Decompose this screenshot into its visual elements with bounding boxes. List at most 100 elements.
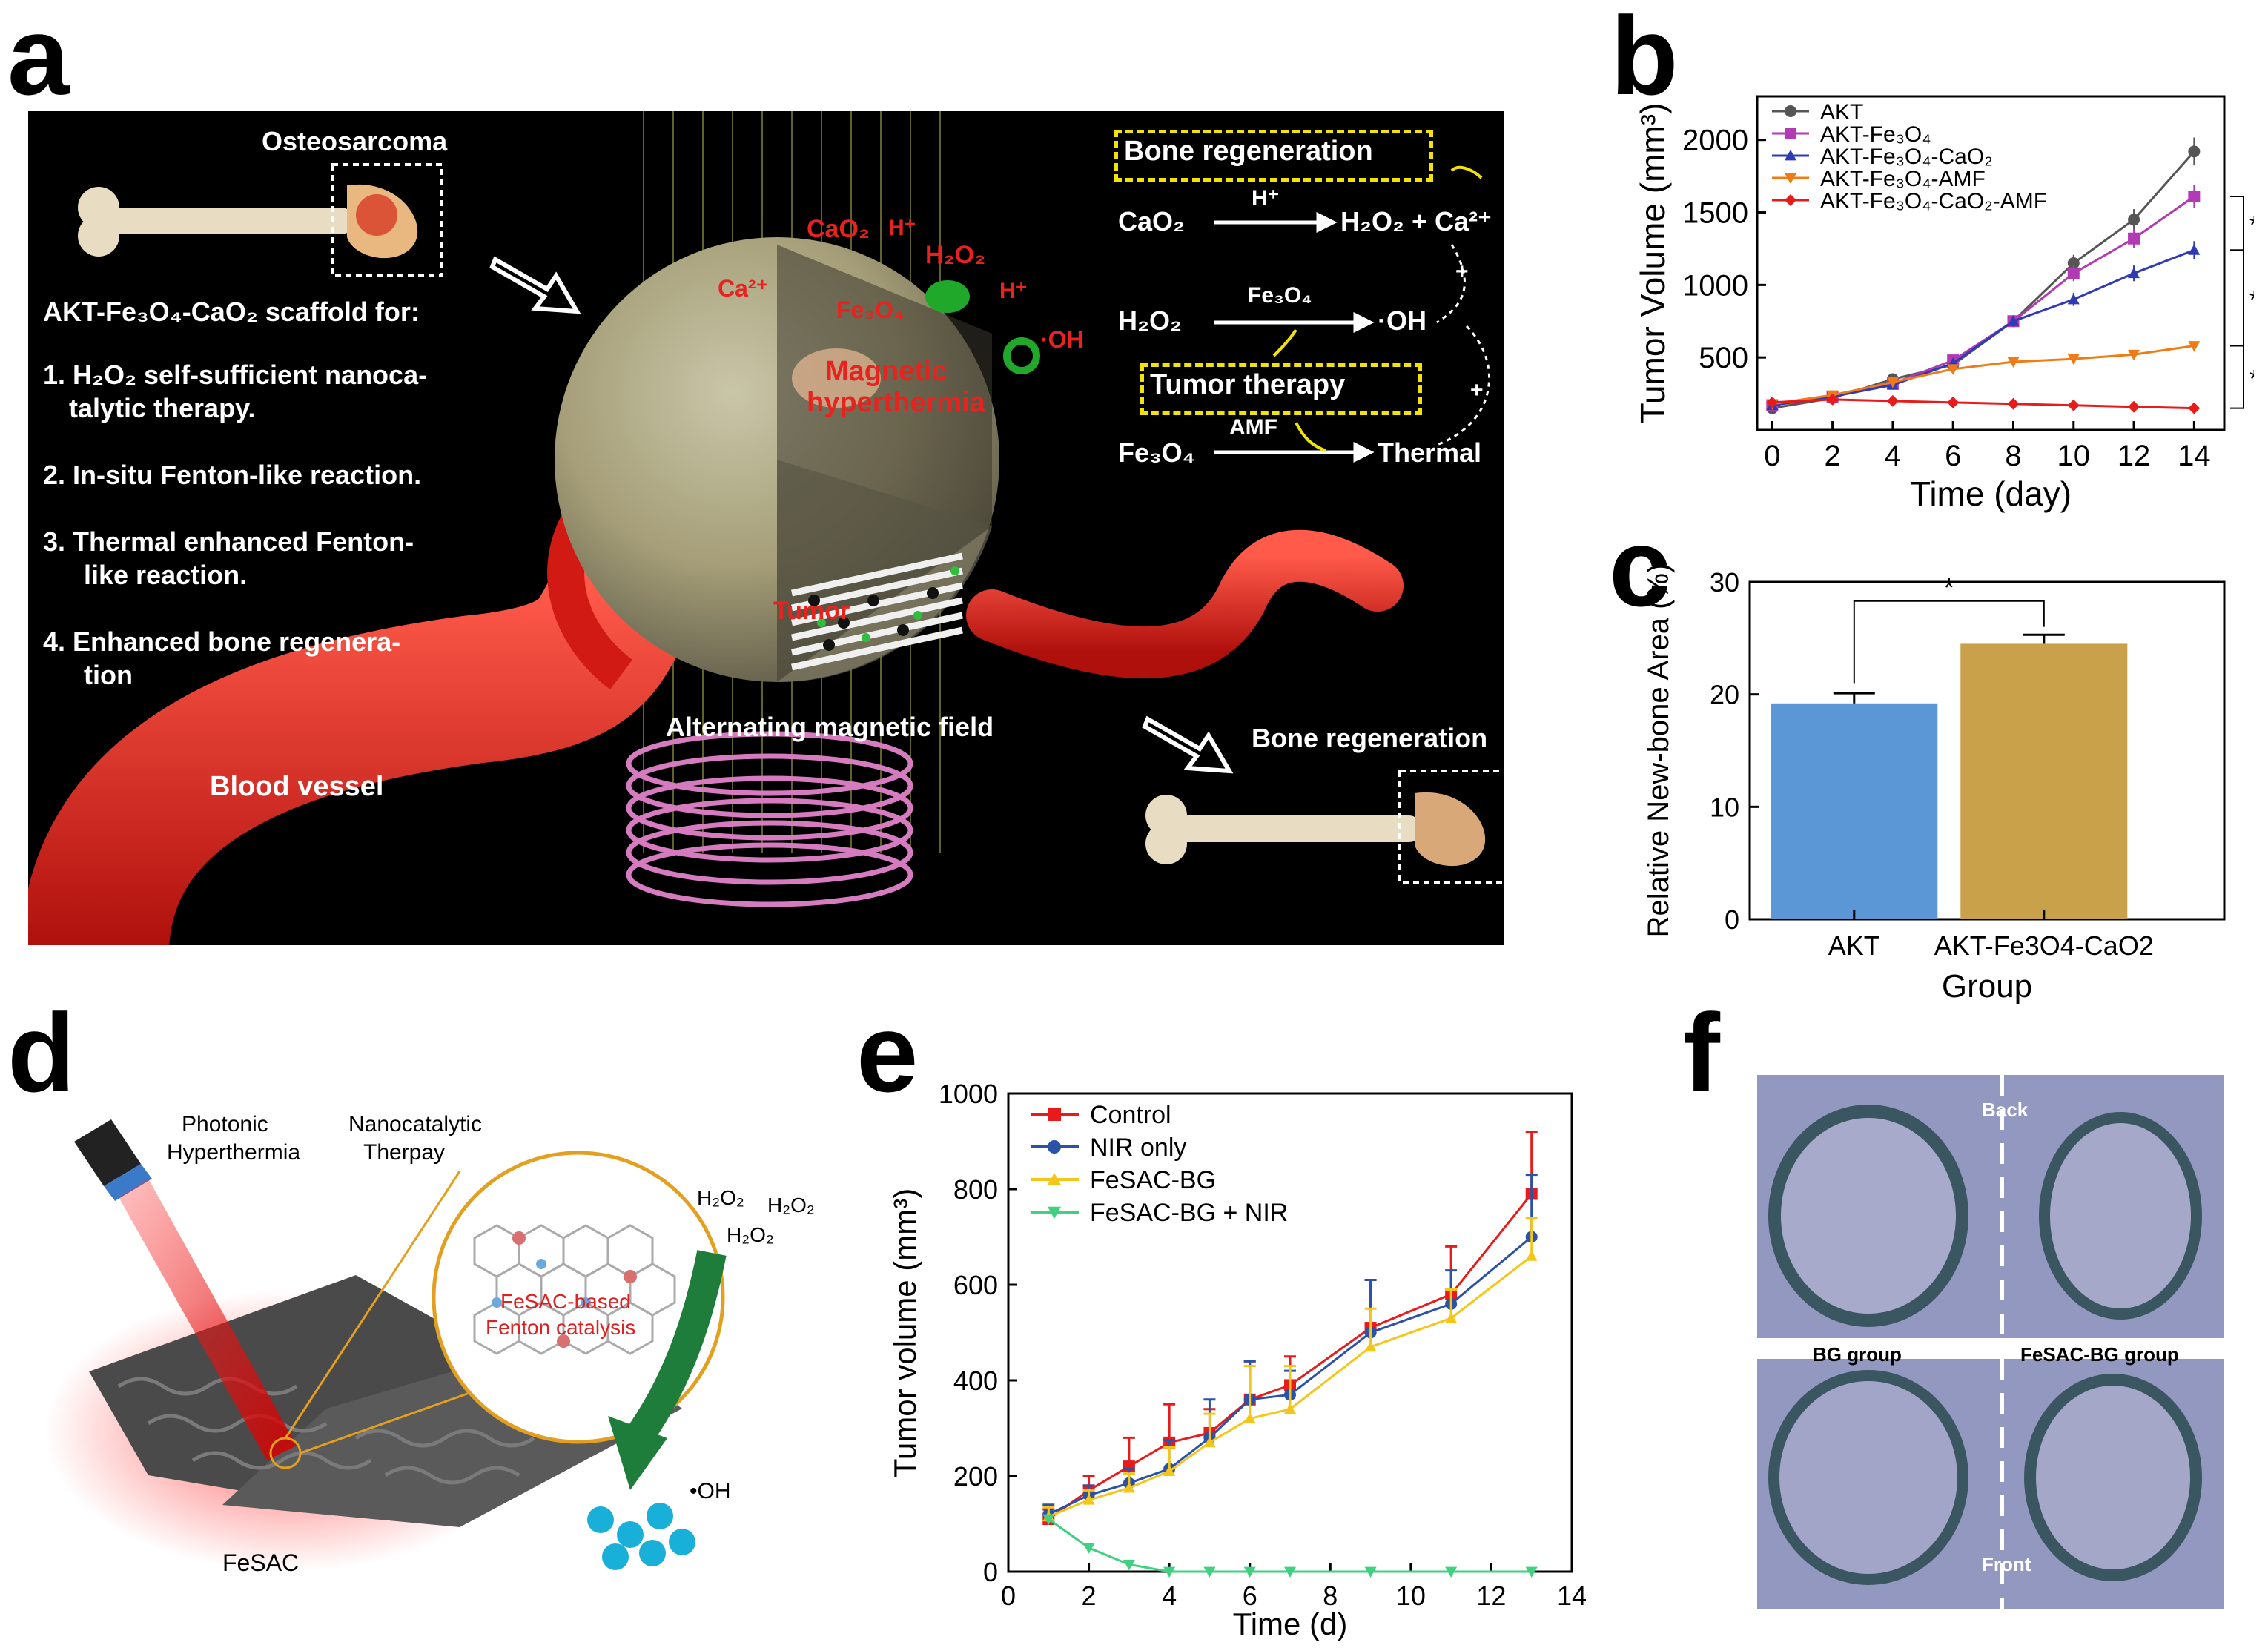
chart-b-point — [2128, 214, 2140, 226]
panel-d-artwork — [44, 1119, 727, 1572]
h2o2-label-2: H₂O₂ — [767, 1194, 815, 1217]
nanocatalytic-label: Nanocatalytic — [348, 1112, 483, 1136]
chart-b-legend-label: AKT-Fe₃O₄-CaO₂ — [1820, 145, 1993, 169]
reaction-arrows — [1214, 211, 1375, 463]
item-2: 2. In-situ Fenton-like reaction. — [43, 460, 422, 490]
chart-b-frame — [1756, 95, 2226, 431]
chart-e-point — [1203, 1566, 1216, 1578]
chart-e-xtick-label: 6 — [1243, 1581, 1257, 1611]
h2o2-label-3: H₂O₂ — [727, 1223, 774, 1246]
chart-c: 0 10 20 30 AKT AKT-Fe3O4-CaO2 * Group Relative… — [1642, 563, 2226, 1005]
chart-b-point — [2128, 349, 2140, 361]
panel-label-d: d — [7, 990, 76, 1115]
chart-e-ytick-label: 400 — [953, 1366, 998, 1396]
chart-e-xtick-label: 2 — [1082, 1581, 1097, 1611]
lattice-magnifier — [432, 1151, 725, 1444]
chart-b-xtick-label: 10 — [2057, 440, 2091, 472]
laser-source — [74, 1119, 141, 1186]
tumor-therapy-box-text: Tumor therapy — [1150, 369, 1346, 400]
chart-b-point — [1947, 396, 1960, 408]
chart-e-ylabel: Tumor volume (mm³) — [887, 1188, 922, 1477]
chart-e-xtick-label: 8 — [1323, 1581, 1338, 1611]
chart-b-sig-bracket — [2230, 249, 2244, 347]
chart-b-legend-marker — [1785, 128, 1796, 139]
chart-b-point — [2188, 145, 2201, 158]
chart-e-legend-label: FeSAC-BG + NIR — [1090, 1199, 1288, 1227]
chart-b-point — [1826, 393, 1839, 406]
chart-e-xtick-label: 10 — [1396, 1581, 1426, 1611]
eq1-over: H⁺ — [1252, 186, 1280, 211]
laser-beam — [119, 1179, 297, 1460]
front-label: Front — [1982, 1553, 2031, 1575]
chart-c-marks: 0 10 20 30 AKT AKT-Fe3O4-CaO2 * — [1710, 567, 2154, 961]
chart-e-point — [1123, 1559, 1135, 1571]
chart-b-xtick-label: 6 — [1945, 440, 1961, 472]
chart-e-marks: 0 200 400 600 800 1000 0 2 4 6 8 10 12 14 Control NIR o… — [939, 1079, 1587, 1611]
oh-droplets — [587, 1503, 695, 1570]
panel-label-a: a — [7, 0, 70, 118]
chart-b-point — [1886, 394, 1899, 407]
chart-b-ytick-label: 500 — [1699, 342, 1748, 374]
chart-e-legend-label: NIR only — [1090, 1134, 1186, 1162]
bg-group-label: BG group — [1813, 1343, 1902, 1366]
panel-label-b: b — [1610, 0, 1679, 118]
chart-b-xtick-label: 8 — [2005, 440, 2021, 472]
chart-e-point — [1082, 1543, 1095, 1554]
chart-e-ytick-label: 0 — [983, 1557, 998, 1587]
item-3a: 3. Thermal enhanced Fenton- — [43, 526, 414, 557]
chart-e-legend-marker — [1048, 1173, 1061, 1185]
chart-b-legend-label: AKT-Fe₃O₄ — [1820, 122, 1931, 147]
panel-f-images: Back Front BG group FeSAC-BG group — [1757, 1075, 2224, 1609]
chart-c-xtick-label: AKT-Fe3O4-CaO2 — [1934, 930, 2154, 961]
bone-regen-box — [1114, 130, 1433, 182]
eq1-right: H₂O₂ + Ca²⁺ — [1340, 206, 1492, 236]
chart-c-bar — [1771, 703, 1938, 919]
green-arrow — [625, 1250, 727, 1447]
chart-b-sig-star: * — [2249, 211, 2254, 239]
chart-b-point — [2067, 267, 2080, 279]
sphere-cao2: CaO₂ — [807, 215, 870, 243]
chart-b-point — [2007, 397, 2020, 410]
sphere-oh: ·OH — [1040, 326, 1084, 353]
eq3-left: Fe₃O₄ — [1118, 437, 1195, 468]
chart-e-xlabel: Time (d) — [1233, 1606, 1348, 1641]
chart-c-ylabel: Relative New-bone Area (%) — [1642, 563, 1675, 938]
chart-b-line-3 — [1772, 345, 2195, 406]
micro-ct-bottom — [1757, 1359, 2224, 1609]
chart-b-point — [1766, 396, 1779, 408]
chart-b-point — [2128, 232, 2140, 245]
magnetic-coil — [626, 731, 913, 907]
chart-e-xtick-label: 12 — [1476, 1581, 1506, 1611]
panel-label-f: f — [1683, 990, 1720, 1115]
panel-label-e: e — [856, 990, 919, 1115]
chart-e-point — [1123, 1482, 1135, 1493]
chart-e-point — [1525, 1250, 1538, 1261]
tumor-therapy-box — [1140, 363, 1422, 415]
eq3-over: AMF — [1229, 415, 1277, 440]
bone-bottom — [1145, 770, 1504, 884]
scaffold — [791, 552, 963, 671]
alternating-field-label: Alternating magnetic field — [666, 712, 994, 742]
chart-e-point — [1525, 1566, 1538, 1578]
chart-b-point — [2188, 341, 2201, 352]
chart-e-point — [1042, 1514, 1055, 1526]
chart-b-point — [2007, 315, 2020, 326]
chart-e-point — [1243, 1566, 1256, 1578]
chart-b-legend-marker — [1785, 173, 1796, 184]
sphere-hyperthermia: hyperthermia — [807, 387, 985, 418]
bone-regen-box-text: Bone regeneration — [1124, 136, 1373, 167]
chart-b-ytick-label: 2000 — [1682, 125, 1748, 157]
hyperthermia-label: Hyperthermia — [167, 1140, 301, 1165]
plus-1: + — [1455, 259, 1469, 284]
chart-e-line-1 — [1048, 1236, 1533, 1515]
chart-e-ytick-label: 600 — [953, 1270, 998, 1300]
chart-b-xtick-label: 0 — [1764, 440, 1780, 472]
chart-e: 0 200 400 600 800 1000 0 2 4 6 8 10 12 14 Control NIR o… — [887, 1079, 1587, 1641]
chart-e-point — [1203, 1436, 1216, 1448]
bone-top — [78, 163, 443, 277]
chart-e-point — [1163, 1465, 1176, 1476]
chart-c-ytick-label: 0 — [1725, 904, 1739, 935]
chart-b-xtick-label: 2 — [1824, 440, 1840, 472]
eq2-left: H₂O₂ — [1118, 305, 1182, 336]
chart-b-xtick-label: 4 — [1885, 440, 1901, 472]
